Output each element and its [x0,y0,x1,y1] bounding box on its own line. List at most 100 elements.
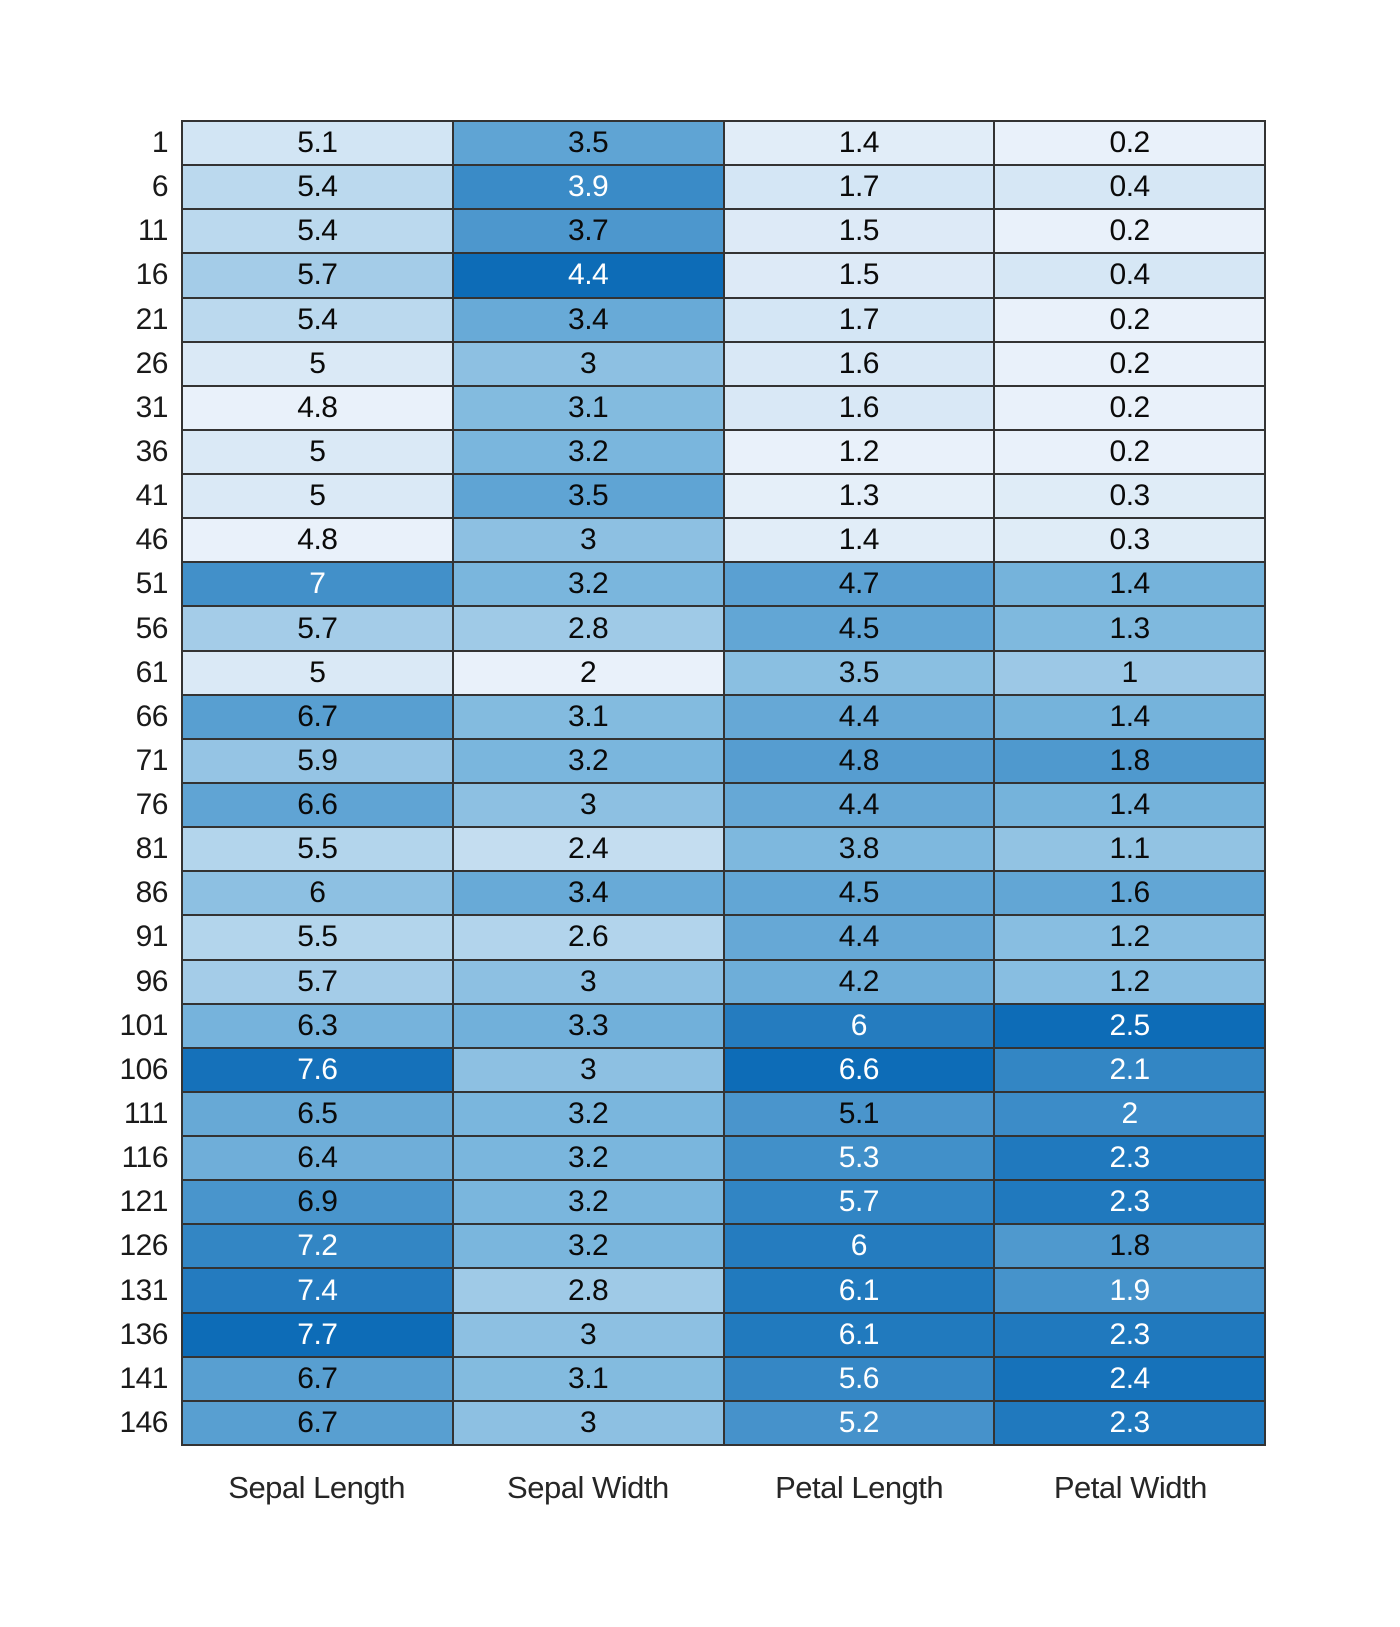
heatmap-cell: 6 [723,1224,995,1269]
row-axis: 1 6 11 16 21 26 31 36 41 46 51 56 61 66 71 76 81 86 91 96 10… [0,121,168,1445]
row-label: 71 [135,743,169,777]
heatmap-cell: 5.5 [182,915,453,960]
heatmap-cell: 0.3 [994,474,1265,519]
heatmap-cell: 3.1 [452,1356,724,1401]
heatmap-cell: 0.2 [994,429,1265,475]
heatmap-cell: 1.8 [994,1224,1265,1269]
heatmap-cell: 4.4 [452,253,724,298]
heatmap-cell: 1.3 [994,606,1265,651]
heatmap-cell: 7.7 [182,1312,453,1357]
row-label: 116 [121,1141,169,1175]
heatmap-cell: 4.2 [723,959,995,1004]
heatmap-cell: 5.2 [723,1400,995,1445]
heatmap-cell: 0.4 [994,165,1265,210]
heatmap-cell: 5.5 [182,827,453,872]
heatmap-cell: 3.1 [452,694,724,739]
heatmap-cell: 4.4 [723,783,995,828]
heatmap-cell: 3.3 [452,1003,724,1048]
heatmap-cell: 3 [452,959,724,1004]
heatmap-cell: 3.2 [452,1136,724,1181]
heatmap-cell: 3.2 [452,562,724,607]
heatmap-cell: 4.8 [182,385,453,430]
heatmap-cell: 3.2 [452,1180,724,1225]
column-label: Petal Width [1053,1470,1208,1505]
heatmap-cell: 3 [452,1400,724,1445]
heatmap-cell: 6.1 [723,1312,995,1357]
heatmap-cell: 4.8 [723,738,995,783]
heatmap-cell: 4.7 [723,562,995,607]
column-label: Sepal Length [228,1470,405,1505]
heatmap-cell: 6.7 [182,1400,453,1445]
heatmap-cell: 1.5 [723,253,995,298]
heatmap-cell: 5.7 [723,1180,995,1225]
heatmap-cell: 3.5 [452,474,724,519]
heatmap-cell: 3.2 [452,738,724,783]
heatmap-cell: 2.8 [452,606,724,651]
heatmap-cell: 7.6 [182,1047,453,1092]
heatmap-cell: 6.3 [182,1003,453,1048]
heatmap-cell: 1.9 [994,1268,1265,1313]
heatmap-cell: 4.5 [723,606,995,651]
heatmap-cell: 3.2 [452,429,724,475]
heatmap-cell: 1.2 [994,959,1265,1004]
column-label: Petal Length [775,1470,944,1505]
heatmap-cell: 5.4 [182,297,453,342]
column-label: Sepal Width [507,1470,669,1505]
heatmap-cell: 1.5 [723,209,995,254]
heatmap-cell: 3 [452,341,724,386]
heatmap-cell: 1.8 [994,738,1265,783]
row-label: 21 [135,302,169,336]
heatmap-cell: 2.4 [452,827,724,872]
heatmap-cell: 6 [182,871,453,916]
row-label: 6 [151,170,169,204]
heatmap-cell: 4.4 [723,694,995,739]
heatmap-cell: 5 [182,429,453,475]
row-label: 46 [135,523,169,557]
heatmap-cell: 1.3 [723,474,995,519]
row-label: 121 [119,1185,168,1219]
row-label: 91 [135,920,169,954]
heatmap-cell: 3.4 [452,871,724,916]
heatmap-cell: 2.3 [994,1136,1265,1181]
heatmap-cell: 1.4 [723,518,995,563]
heatmap-cell: 6.6 [182,783,453,828]
row-label: 41 [135,479,169,513]
heatmap-cell: 5 [182,650,453,695]
heatmap-cell: 1.4 [994,783,1265,828]
heatmap-cell: 5.9 [182,738,453,783]
row-label: 126 [119,1229,168,1263]
heatmap-cell: 2.1 [994,1047,1265,1092]
row-label: 26 [135,346,169,380]
heatmap-cell: 5.1 [182,121,453,166]
heatmap-cell: 0.2 [994,341,1265,386]
row-label: 56 [135,611,169,645]
row-label: 1 [151,126,169,160]
heatmap-cell: 2.3 [994,1312,1265,1357]
row-label: 136 [119,1317,168,1351]
row-label: 131 [119,1273,168,1307]
row-label: 31 [135,390,169,424]
heatmap-cell: 1.1 [994,827,1265,872]
heatmap-cell: 1.4 [723,121,995,166]
row-label: 66 [135,699,169,733]
heatmap-cell: 0.2 [994,297,1265,342]
heatmap-cell: 3.9 [452,165,724,210]
row-label: 141 [119,1361,168,1395]
heatmap-cell: 6.9 [182,1180,453,1225]
heatmap-cell: 5.1 [723,1091,995,1137]
heatmap-cell: 4.8 [182,518,453,563]
heatmap-cell: 5.4 [182,165,453,210]
heatmap-cell: 3.2 [452,1224,724,1269]
heatmap-cell: 1.6 [723,341,995,386]
heatmap-cell: 0.2 [994,385,1265,430]
heatmap-cell: 5.7 [182,253,453,298]
row-label: 11 [137,214,169,248]
heatmap-cell: 2.4 [994,1356,1265,1401]
heatmap-cell: 6.4 [182,1136,453,1181]
heatmap-cell: 4.5 [723,871,995,916]
heatmap-cell: 3.4 [452,297,724,342]
heatmap-cell: 1.7 [723,297,995,342]
heatmap-cell: 3 [452,1047,724,1092]
heatmap-cell: 3.7 [452,209,724,254]
